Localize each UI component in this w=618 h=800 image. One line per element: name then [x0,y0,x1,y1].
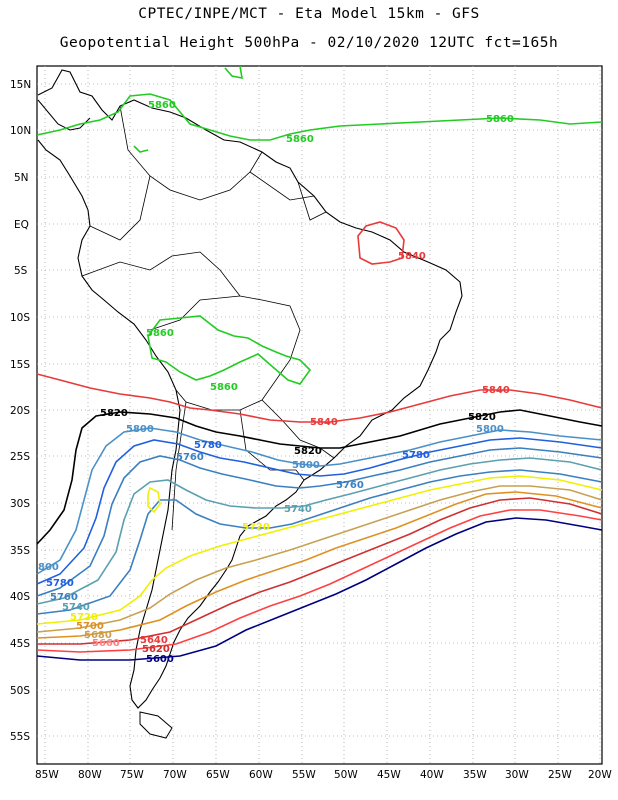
map-title-line1: CPTEC/INPE/MCT - Eta Model 15km - GFS [138,6,480,22]
map-title-line2: Geopotential Height 500hPa - 02/10/2020 … [59,35,559,51]
lon-label: 30W [505,769,529,781]
contour-label: 5860 [148,100,176,111]
contour-label: 5600 [146,654,174,665]
lon-label: 55W [292,769,316,781]
contour-label: 5740 [62,602,90,613]
contour-5820 [36,409,603,545]
contour-5860-cap [224,65,243,80]
lon-label: 35W [463,769,487,781]
contour-5720 [36,469,603,615]
lat-label: 50S [10,685,30,697]
contour-5780 [36,437,603,585]
contour-5660 [36,491,603,639]
contour-5800 [36,427,603,575]
lat-label: 45S [10,638,30,650]
contour-label: 5860 [286,134,314,145]
contour-label: 5720 [242,522,270,533]
lat-label: 15S [10,359,30,371]
lat-label: 10S [10,312,30,324]
contour-label: 5820 [100,408,128,419]
contour-label: 5640 [140,635,168,646]
latitude-labels: 15N 10N 5N EQ 5S 10S 15S 20S 25S 30S 35S… [10,79,31,743]
contour-5840-main [36,373,603,423]
contour-5620 [36,509,603,653]
lat-label: 40S [10,591,30,603]
contour-label: 5840 [310,417,338,428]
graticule [37,66,602,764]
contour-label: 5680 [84,630,112,641]
lat-label: EQ [14,219,29,231]
contour-label: 5660 [92,638,120,649]
contour-label: 5760 [50,592,78,603]
central-america-coastline [37,99,91,131]
contour-label: 5740 [284,504,312,515]
lon-label: 75W [120,769,144,781]
south-america-coastline [37,69,463,709]
contour-label: 5860 [486,114,514,125]
contour-label: 5860 [210,382,238,393]
lon-label: 20W [588,769,612,781]
lat-label: 5S [14,265,28,277]
lat-label: 55S [10,731,30,743]
lat-label: 10N [10,125,31,137]
contour-low [147,486,161,514]
longitude-labels: 85W 80W 75W 70W 65W 60W 55W 50W 45W 40W … [35,769,612,781]
contour-5840-north [357,221,405,265]
lon-label: 60W [249,769,273,781]
lon-label: 45W [377,769,401,781]
contour-label: 5840 [482,385,510,396]
contour-5760 [36,447,603,597]
country-borders [81,105,335,531]
lon-label: 40W [420,769,444,781]
contour-label: 5800 [126,424,154,435]
contour-label: 5700 [76,621,104,632]
lon-label: 85W [35,769,59,781]
contour-label: 5780 [402,450,430,461]
contour-label: 5820 [468,412,496,423]
contour-label: 5720 [70,612,98,623]
lon-label: 70W [163,769,187,781]
contour-label: 5780 [194,440,222,451]
contour-label: 5800 [292,460,320,471]
contour-5640 [37,497,603,645]
contour-label: 5840 [398,251,426,262]
contour-label: 5620 [142,644,170,655]
contour-5860-south [147,315,312,385]
contour-labels: 5860 5860 5860 5860 5860 5840 5840 5840 … [38,100,514,665]
lon-label: 25W [548,769,572,781]
contours [36,65,603,661]
contour-5680 [36,485,603,633]
contour-label: 5800 [476,424,504,435]
lat-label: 25S [10,451,30,463]
lat-label: 15N [10,79,31,91]
lat-label: 20S [10,405,30,417]
contour-label: 5760 [176,452,204,463]
tierra-del-fuego [139,711,173,739]
contour-5860-north [36,93,603,141]
lat-label: 35S [10,545,30,557]
contour-5860-cap2 [133,145,149,153]
map-frame [36,65,603,765]
contour-label: 5760 [336,480,364,491]
contour-5600 [36,517,603,661]
lat-label: 30S [10,498,30,510]
contour-5700 [36,475,603,625]
lat-label: 5N [14,172,29,184]
contour-label: 800 [38,562,59,573]
contour-label: 5780 [46,578,74,589]
lon-label: 50W [334,769,358,781]
lon-label: 65W [206,769,230,781]
contour-5740 [36,457,603,605]
lon-label: 80W [78,769,102,781]
contour-label: 5820 [294,446,322,457]
contour-label: 5860 [146,328,174,339]
